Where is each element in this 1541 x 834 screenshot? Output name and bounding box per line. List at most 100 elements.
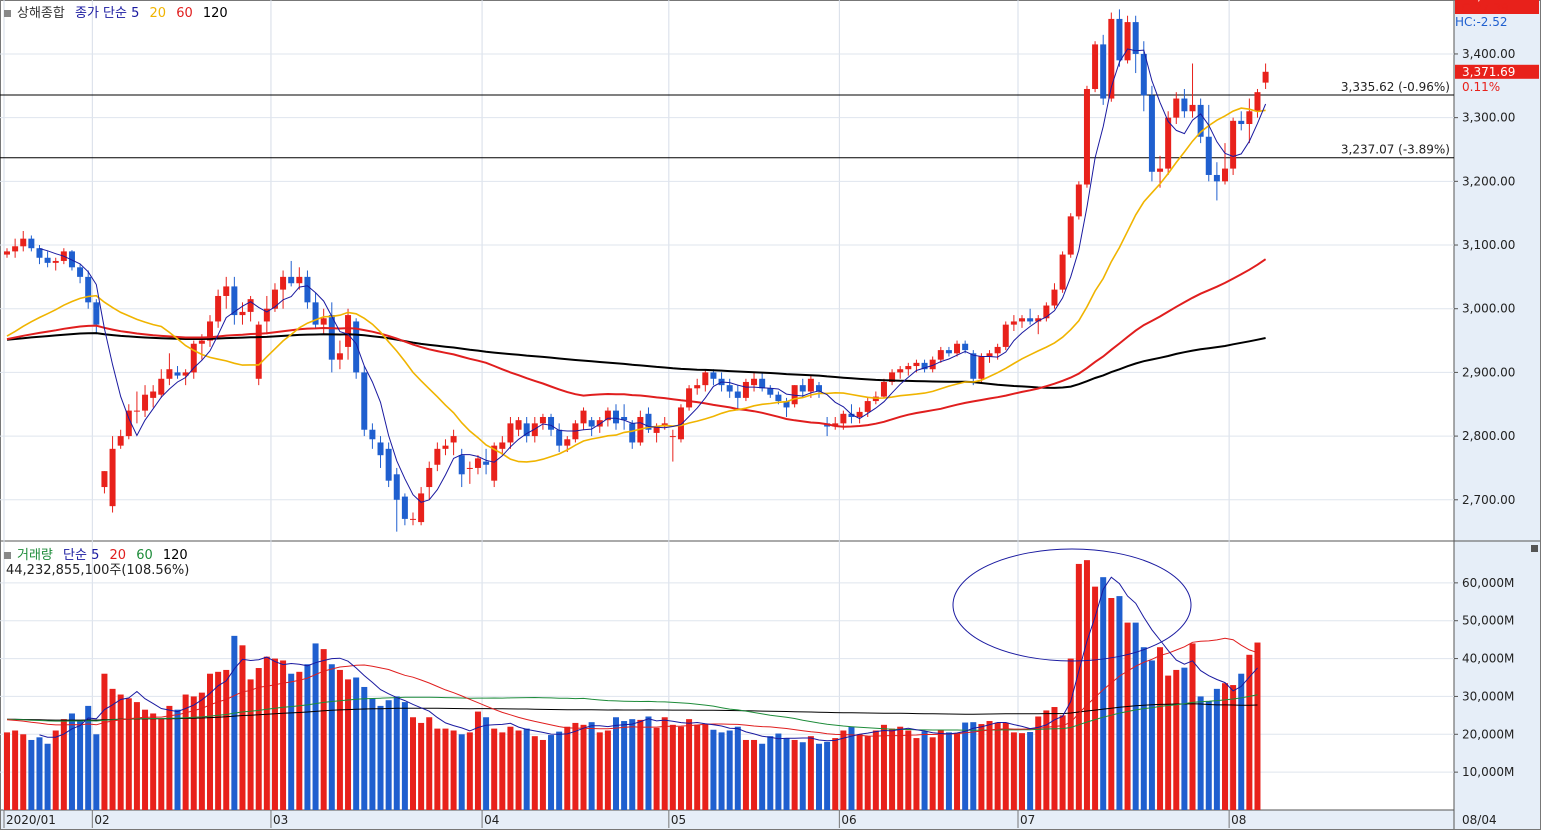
panel-menu-icon[interactable] (4, 10, 11, 17)
volume-bar (410, 717, 416, 810)
price-reference-label: 3,237.07 (-3.89%) (1341, 143, 1450, 157)
candle-body (93, 302, 100, 325)
candle-body (320, 318, 327, 325)
candle-body (816, 385, 822, 392)
candle-body (629, 423, 636, 443)
volume-bar (970, 722, 977, 810)
volume-ma20-label: 20 (109, 548, 127, 563)
candle-body (783, 401, 790, 408)
volume-bar (198, 692, 205, 810)
candle-body (239, 311, 246, 316)
current-price-value: 3,371.69 (1462, 65, 1515, 79)
volume-bar (1254, 642, 1261, 810)
candle-body (52, 260, 59, 263)
volume-bar (247, 679, 254, 810)
volume-bar (604, 730, 611, 810)
volume-bar (556, 731, 563, 810)
volume-bar (239, 645, 246, 810)
price-tick-label: 3,100.00 (1462, 238, 1515, 252)
volume-bar (742, 739, 749, 810)
candle-body (726, 385, 733, 392)
volume-bar (28, 739, 35, 810)
price-tick-label: 3,300.00 (1462, 111, 1515, 125)
candle-body (523, 423, 530, 437)
candle-body (410, 518, 416, 520)
volume-bar (945, 732, 952, 810)
candle-body (1083, 88, 1090, 185)
volume-menu-icon[interactable] (4, 552, 11, 559)
candle-body (1010, 321, 1017, 325)
volume-ma60-line (6, 694, 1258, 731)
volume-bar (669, 724, 676, 810)
volume-bar (44, 743, 51, 810)
volume-bar (117, 694, 124, 810)
volume-bar (1181, 667, 1188, 810)
candle-body (832, 423, 839, 427)
volume-bar (150, 713, 157, 810)
volume-bar (507, 726, 514, 810)
candle-body (1035, 318, 1042, 322)
volume-bar (499, 732, 506, 810)
volume-bar (93, 734, 100, 810)
candle-body (458, 455, 465, 475)
volume-bar (426, 717, 433, 810)
candle-body (499, 442, 506, 449)
candle-body (954, 343, 961, 354)
volume-bar (1092, 586, 1099, 810)
candle-body (775, 394, 782, 402)
volume-bar (223, 669, 230, 810)
candle-body (288, 276, 295, 284)
volume-bar (629, 719, 636, 810)
candle-body (1002, 324, 1009, 347)
volume-bar (125, 698, 132, 810)
candle-body (1148, 95, 1155, 172)
candle-body (198, 340, 205, 344)
volume-bar (328, 664, 335, 810)
candle-body (531, 423, 538, 437)
volume-bar (1165, 675, 1172, 810)
volume-bar (1140, 647, 1147, 810)
volume-bar (166, 705, 173, 810)
candle-body (889, 372, 896, 382)
volume-bar (1197, 696, 1204, 810)
candle-body (1059, 254, 1066, 290)
volume-bar (450, 730, 457, 810)
price-ma120-label: 120 (202, 6, 228, 21)
volume-bar (929, 737, 936, 810)
x-tick-label: 03 (273, 813, 288, 827)
volume-bar (937, 730, 944, 810)
volume-bar (1124, 622, 1131, 810)
volume-bar (531, 736, 538, 810)
candle-body (369, 429, 376, 440)
volume-bar (369, 698, 376, 810)
candle-body (897, 369, 904, 373)
candle-body (101, 471, 108, 488)
volume-bar (77, 721, 84, 810)
annotation-ellipse (952, 548, 1192, 662)
volume-bar (759, 743, 766, 810)
price-tick-label: 3,000.00 (1462, 302, 1515, 316)
candle-body (418, 493, 425, 523)
volume-tick-label: 10,000M (1462, 765, 1514, 779)
volume-bar (816, 743, 822, 810)
volume-bar (52, 730, 59, 810)
volume-ma-label: 단순 5 (63, 548, 100, 563)
candle-body (556, 429, 563, 446)
volume-tick-label: 50,000M (1462, 614, 1514, 628)
candle-body (1189, 104, 1196, 112)
volume-bar (133, 702, 140, 810)
volume-bar (361, 686, 368, 810)
candle-body (215, 295, 222, 322)
volume-bar (483, 717, 490, 810)
volume-bar (677, 726, 684, 810)
candle-body (588, 420, 595, 427)
volume-bar (158, 719, 165, 810)
volume-bar (686, 719, 693, 810)
volume-ma120-line (7, 703, 1258, 721)
volume-bar (280, 660, 287, 810)
volume-bar (872, 730, 879, 810)
candle-body (247, 299, 254, 312)
volume-bar (621, 721, 628, 810)
volume-bar (142, 709, 149, 810)
volume-bar (458, 734, 465, 810)
